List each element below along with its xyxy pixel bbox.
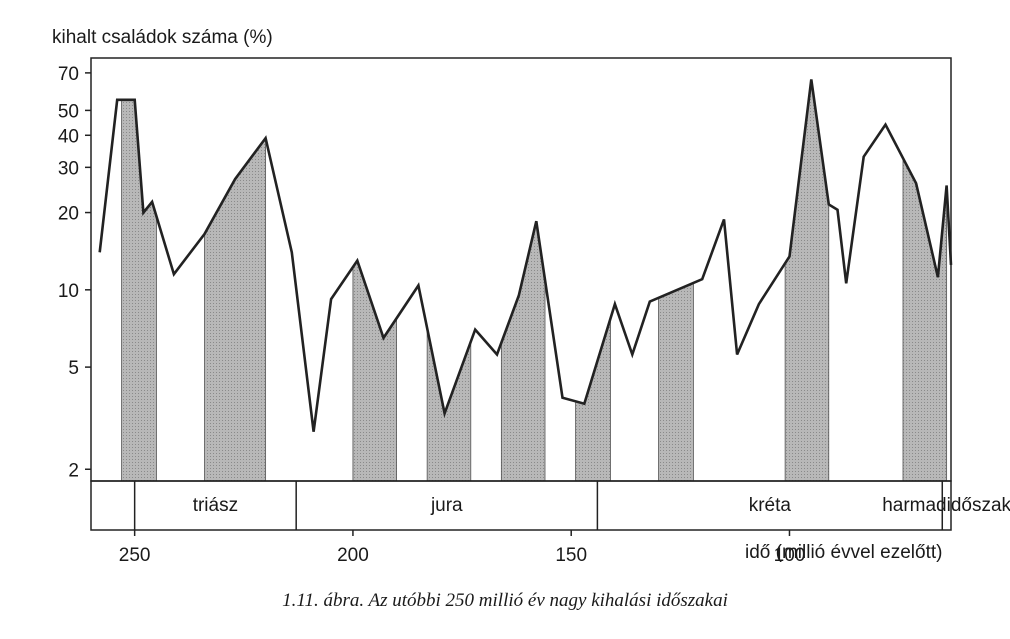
y-tick-label: 10 — [58, 281, 79, 302]
extinction-interval-3 — [427, 79, 471, 481]
period-label: harmadidőszak — [882, 495, 1010, 516]
extinction-interval-4 — [501, 79, 546, 481]
period-label: triász — [193, 495, 238, 516]
extinction-interval-0 — [121, 79, 157, 481]
y-tick-label: 50 — [58, 101, 79, 122]
x-tick-label: 200 — [337, 545, 369, 566]
x-tick-label: 150 — [555, 545, 587, 566]
extinction-interval-5 — [575, 79, 611, 481]
extinction-interval-1 — [204, 79, 266, 481]
y-tick-label: 5 — [68, 358, 79, 379]
y-tick-label: 70 — [58, 64, 79, 85]
y-tick-label: 30 — [58, 158, 79, 179]
period-label: jura — [430, 495, 463, 516]
y-tick-label: 20 — [58, 204, 79, 225]
extinction-interval-8 — [902, 79, 947, 481]
period-label: kréta — [749, 495, 792, 516]
shaded-extinction-group — [121, 79, 947, 481]
x-tick-label: 250 — [119, 545, 151, 566]
y-tick-label: 2 — [68, 460, 79, 481]
figure-caption: 1.11. ábra. Az utóbbi 250 millió év nagy… — [282, 590, 728, 611]
series-line — [98, 79, 953, 432]
extinction-interval-6 — [658, 79, 694, 481]
y-tick-label: 40 — [58, 126, 79, 147]
x-tick-label: 100 — [774, 545, 806, 566]
x-axis-title: idő (millió évvel ezelőtt) — [745, 542, 943, 563]
y-axis-title: kihalt családok száma (%) — [52, 27, 273, 48]
period-band — [90, 480, 952, 531]
